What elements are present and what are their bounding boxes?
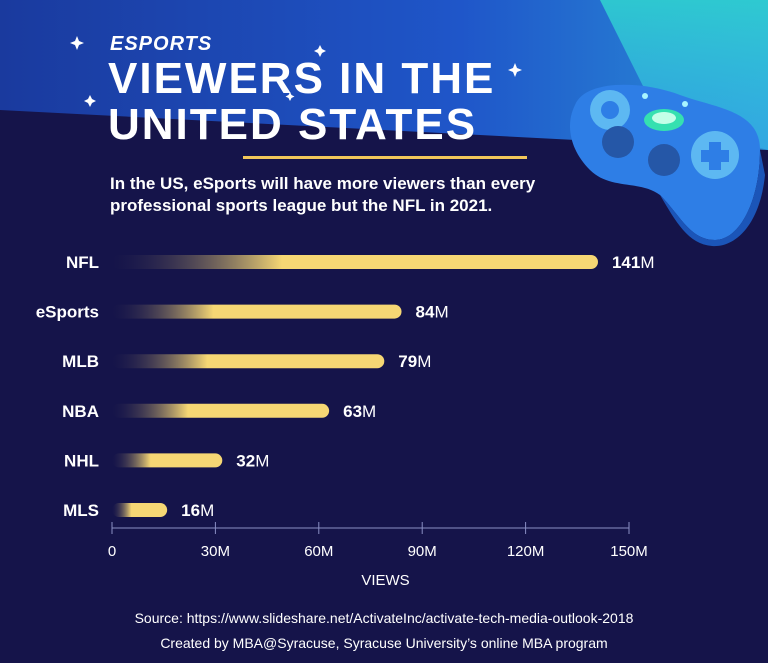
kicker-text: ESPORTS	[110, 33, 213, 55]
title-line-1: VIEWERS IN THE	[108, 54, 496, 103]
data-label: 16M	[181, 501, 214, 520]
bar	[112, 304, 402, 319]
category-label: MLS	[63, 501, 99, 520]
category-label: MLB	[62, 352, 99, 371]
data-label-number: 141	[612, 253, 640, 272]
bar	[112, 503, 168, 517]
data-label-unit: M	[417, 352, 431, 371]
title-underline	[243, 156, 527, 159]
data-label: 84M	[416, 303, 449, 322]
category-label: eSports	[36, 303, 99, 322]
data-label-number: 84	[416, 303, 435, 322]
data-label-unit: M	[255, 451, 269, 470]
data-label: 63M	[343, 402, 376, 421]
data-label-number: 63	[343, 402, 362, 421]
x-tick-label: 0	[108, 543, 116, 560]
bar	[112, 255, 598, 269]
x-axis-title: VIEWS	[361, 572, 409, 589]
data-label-number: 79	[398, 352, 417, 371]
title-line-2: UNITED STATES	[108, 100, 478, 149]
source-text: Source: https://www.slideshare.net/Activ…	[134, 610, 634, 626]
x-tick-label: 150M	[610, 543, 648, 560]
bar	[112, 354, 385, 369]
category-label: NBA	[62, 402, 99, 421]
x-tick-label: 120M	[507, 543, 545, 560]
category-label: NFL	[66, 253, 99, 272]
x-tick-label: 90M	[408, 543, 437, 560]
page-title: VIEWERS IN THE UNITED STATES	[108, 56, 495, 148]
data-label: 79M	[398, 352, 431, 371]
data-label: 32M	[236, 451, 269, 470]
game-controller-icon	[570, 84, 765, 247]
data-label-unit: M	[200, 501, 214, 520]
data-label-number: 32	[236, 451, 255, 470]
x-tick-label: 60M	[304, 543, 333, 560]
data-label-unit: M	[434, 303, 448, 322]
data-label-unit: M	[640, 253, 654, 272]
data-label-number: 16	[181, 501, 200, 520]
sparkle-icon	[70, 36, 522, 107]
category-label: NHL	[64, 451, 99, 470]
bar	[112, 403, 330, 418]
chart-subtitle: In the US, eSports will have more viewer…	[110, 174, 536, 215]
bar	[112, 453, 223, 468]
x-tick-label: 30M	[201, 543, 230, 560]
credit-text: Created by MBA@Syracuse, Syracuse Univer…	[160, 635, 608, 651]
data-label-unit: M	[362, 402, 376, 421]
data-label: 141M	[612, 253, 655, 272]
